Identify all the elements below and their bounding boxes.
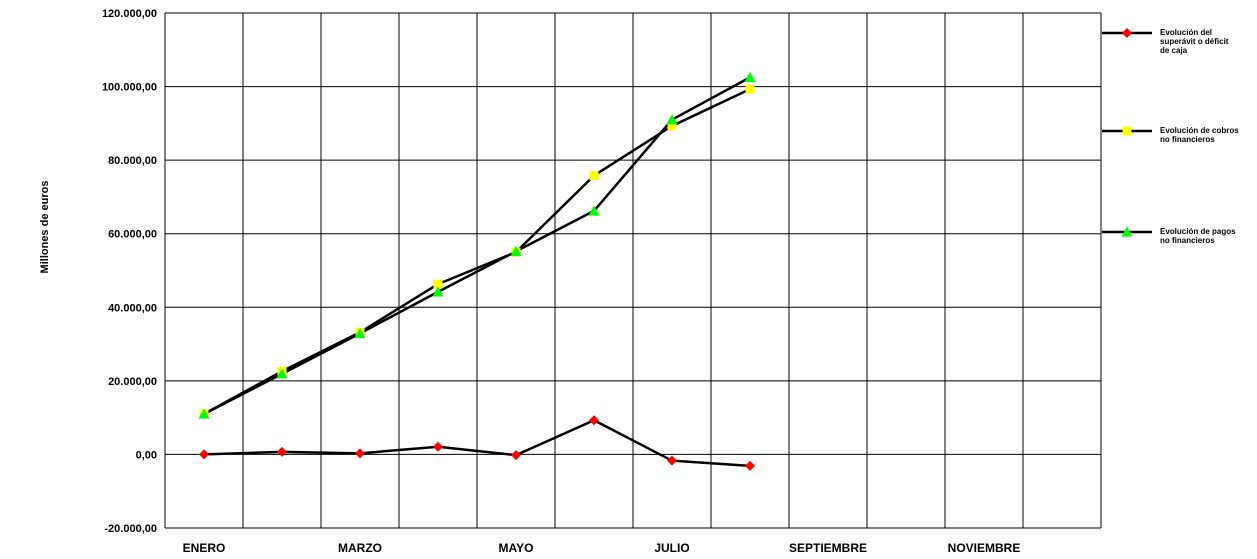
data-point [588,205,600,216]
legend-entry: Evolución del superávit o déficit de caja [1160,28,1229,55]
y-tick-label: 120.000,00 [102,8,157,20]
data-point [511,450,521,461]
legend-marker [1122,28,1132,38]
y-tick-label: 100.000,00 [102,82,157,94]
data-point [355,448,365,459]
data-point [667,455,677,466]
data-point [745,460,755,471]
x-tick-label: MARZO [338,541,382,555]
data-point [667,121,677,131]
legend-marker [1121,226,1133,237]
y-axis-title-group: Millones de euros [39,181,51,274]
legend-entry-line: Evolución del [1160,28,1212,37]
legend-entry-line: no financieros [1160,135,1215,144]
data-point [589,415,599,426]
data-point [276,368,288,379]
data-point [198,408,210,419]
data-point [744,71,756,83]
legend-entry-line: de caja [1160,46,1188,55]
y-tick-label: 20.000,00 [108,376,157,388]
legend-entry-line: no financieros [1160,236,1215,245]
data-point [199,449,209,460]
data-point [432,286,444,297]
series-line [203,418,751,468]
legend-entry: Evolución de cobros no financieros [1160,126,1239,144]
legend-entry-line: superávit o déficit [1160,37,1229,46]
y-axis-title: Millones de euros [39,181,51,274]
data-point [433,279,443,289]
series-line [203,76,751,416]
data-point [354,327,366,339]
y-tick-label: -20.000,00 [104,523,157,535]
y-tick-label: 60.000,00 [108,229,157,241]
plot-area: -20.000,00 0,00 20.000,00 40.000,00 60.000,0… [102,8,1102,555]
legend-entry-line: Evolución de pagos [1160,227,1236,236]
x-tick-label: MAYO [499,541,534,555]
legend: Evolución del superávit o déficit de cajaE… [1102,28,1239,245]
data-point [510,245,522,257]
y-tick-label: 80.000,00 [108,155,157,167]
data-point [666,114,678,125]
data-point [589,171,599,181]
x-tick-label: ENERO [183,541,226,555]
legend-entry: Evolución de pagos no financieros [1160,227,1236,245]
x-tick-label: SEPTIEMBRE [789,541,867,555]
data-point [433,441,443,452]
legend-marker [1122,126,1132,136]
legend-entry-line: Evolución de cobros [1160,126,1239,135]
y-tick-label: 0,00 [136,449,157,461]
x-tick-label: NOVIEMBRE [948,541,1021,555]
data-point [745,84,755,94]
data-point [277,446,287,457]
x-tick-label: JULIO [654,541,689,555]
y-tick-label: 40.000,00 [108,302,157,314]
